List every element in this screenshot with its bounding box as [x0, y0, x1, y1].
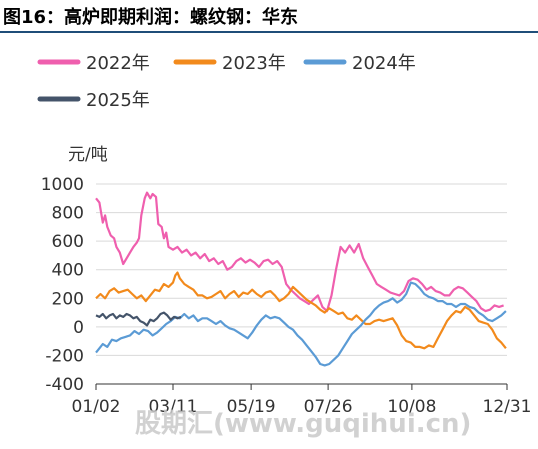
series-lines [95, 191, 507, 367]
y-tick-label: -200 [45, 346, 84, 366]
chart-title: 图16：高炉即期利润：螺纹钢：华东 [3, 7, 299, 28]
series-line-2023年 [95, 271, 507, 350]
x-axis-ticks: 01/02 03/11 05/19 07/26 10/08 12/31 [72, 383, 532, 417]
legend-label: 2025年 [86, 90, 150, 111]
x-tick-label: 12/31 [483, 397, 532, 417]
legend-label: 2023年 [222, 53, 286, 74]
x-tick-label: 07/26 [304, 397, 353, 417]
legend-label: 2024年 [352, 53, 416, 74]
x-tick-label: 01/02 [72, 397, 121, 417]
series-line-2022年 [95, 191, 504, 313]
y-tick-label: 600 [52, 232, 84, 252]
y-tick-label: 800 [52, 204, 84, 224]
watermark: 股期汇(www.guqihui.cn) [135, 409, 471, 439]
y-tick-label: -400 [45, 375, 84, 395]
legend-label: 2022年 [86, 53, 150, 74]
x-tick-label: 03/11 [148, 397, 197, 417]
x-tick-label: 05/19 [227, 397, 276, 417]
y-tick-label: 200 [52, 289, 84, 309]
series-line-2024年 [95, 281, 507, 367]
x-tick-label: 10/08 [387, 397, 436, 417]
y-tick-label: 400 [52, 261, 84, 281]
gridlines [96, 183, 507, 385]
y-tick-label: 0 [73, 318, 84, 338]
title-divider [0, 31, 538, 33]
series-line-2025年 [95, 311, 182, 327]
y-tick-label: 1000 [41, 175, 84, 195]
y-axis-ticks: -400 -200 0 200 400 600 800 1000 [41, 175, 84, 395]
chart-legend: 2022年 2023年 2024年 2025年 [37, 53, 416, 111]
y-axis-unit-label: 元/吨 [68, 145, 108, 165]
